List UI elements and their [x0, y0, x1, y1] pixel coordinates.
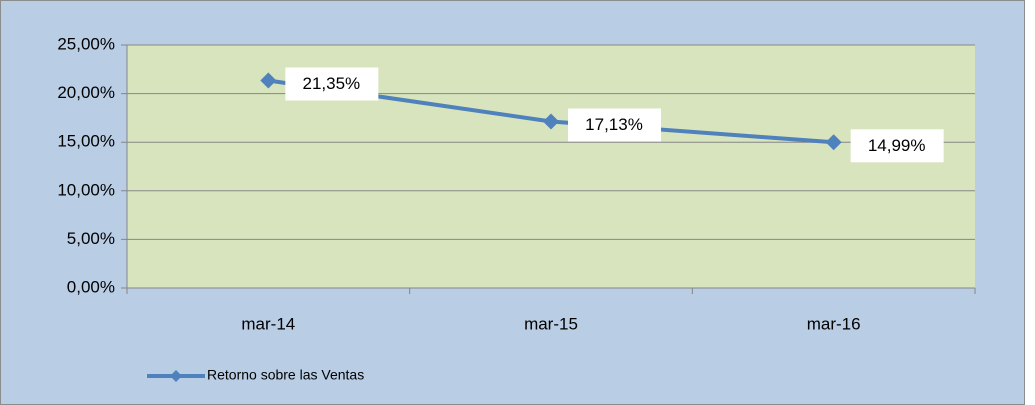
- data-point: [825, 134, 842, 151]
- y-tick-label: 25,00%: [57, 34, 115, 53]
- data-label: 17,13%: [585, 115, 643, 134]
- data-point: [543, 113, 559, 130]
- y-tick-label: 20,00%: [57, 83, 115, 102]
- plot-area: [127, 45, 975, 288]
- y-tick-label: 0,00%: [67, 277, 115, 296]
- x-tick-label: mar-15: [524, 314, 578, 333]
- data-label: 14,99%: [868, 136, 926, 155]
- data-label-box: [285, 67, 379, 101]
- y-tick-label: 15,00%: [57, 132, 115, 151]
- data-label: 21,35%: [302, 74, 360, 93]
- legend-label: Retorno sobre las Ventas: [207, 367, 364, 383]
- data-label-box: [568, 108, 661, 142]
- data-point: [260, 72, 277, 89]
- data-label-box: [850, 129, 944, 163]
- y-tick-label: 5,00%: [67, 229, 115, 248]
- x-tick-label: mar-14: [241, 314, 295, 333]
- y-tick-label: 10,00%: [57, 180, 115, 199]
- legend-marker: [170, 370, 182, 382]
- x-tick-label: mar-16: [807, 314, 861, 333]
